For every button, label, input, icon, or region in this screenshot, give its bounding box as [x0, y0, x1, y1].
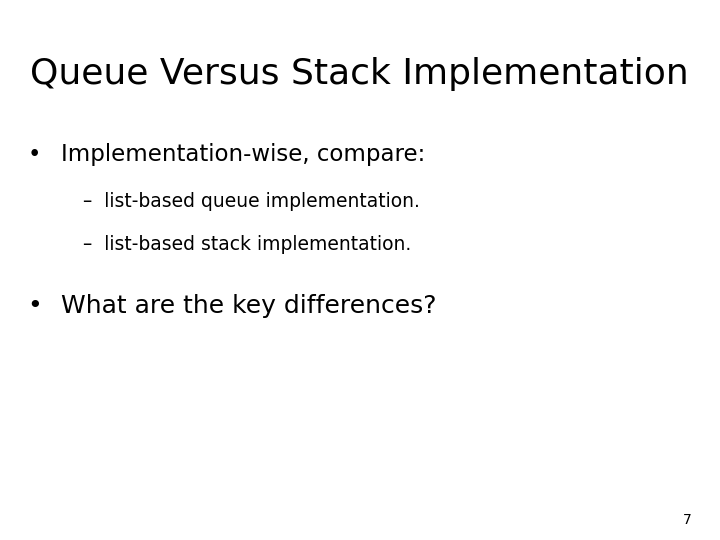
Text: –  list-based queue implementation.: – list-based queue implementation. [83, 192, 420, 211]
Text: Implementation-wise, compare:: Implementation-wise, compare: [61, 143, 426, 166]
Text: •: • [27, 143, 41, 166]
Text: What are the key differences?: What are the key differences? [61, 294, 437, 318]
Text: •: • [27, 294, 42, 318]
Text: 7: 7 [683, 512, 691, 526]
Text: Queue Versus Stack Implementation: Queue Versus Stack Implementation [30, 57, 689, 91]
Text: –  list-based stack implementation.: – list-based stack implementation. [83, 235, 411, 254]
